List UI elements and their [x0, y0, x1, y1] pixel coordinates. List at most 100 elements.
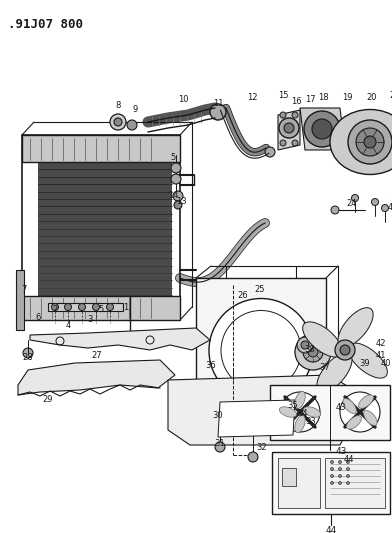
Circle shape: [114, 118, 122, 126]
Text: 30: 30: [213, 410, 223, 419]
Text: 8: 8: [115, 101, 121, 110]
Text: 25: 25: [255, 286, 265, 295]
Circle shape: [331, 206, 339, 214]
Text: 41: 41: [376, 351, 386, 359]
Ellipse shape: [347, 416, 361, 429]
Text: 17: 17: [305, 94, 315, 103]
Bar: [325, 458, 385, 508]
Text: 43: 43: [336, 403, 346, 413]
Circle shape: [330, 461, 334, 464]
Text: 11: 11: [213, 99, 223, 108]
Text: 44: 44: [325, 526, 337, 533]
Ellipse shape: [279, 407, 297, 417]
Text: 28: 28: [23, 353, 33, 362]
Circle shape: [173, 191, 183, 201]
Text: 26: 26: [238, 290, 248, 300]
Circle shape: [304, 111, 340, 147]
Bar: [48, 303, 123, 311]
Text: 33: 33: [306, 417, 316, 426]
Ellipse shape: [359, 395, 374, 408]
Ellipse shape: [343, 399, 356, 414]
Text: 2: 2: [53, 305, 58, 314]
Text: 12: 12: [247, 93, 257, 102]
Text: 14: 14: [168, 191, 178, 200]
Text: .91J07 800: .91J07 800: [8, 18, 83, 31]
Text: 29: 29: [43, 395, 53, 405]
Text: 4: 4: [65, 320, 71, 329]
Text: 15: 15: [278, 92, 288, 101]
Circle shape: [330, 474, 334, 478]
Circle shape: [339, 461, 341, 464]
Text: 34: 34: [298, 408, 309, 417]
Text: 16: 16: [291, 98, 301, 107]
Circle shape: [339, 481, 341, 484]
Bar: [196, 278, 326, 423]
Circle shape: [292, 112, 298, 118]
Bar: [22, 135, 180, 162]
Ellipse shape: [364, 410, 377, 425]
Text: 37: 37: [319, 364, 330, 373]
Polygon shape: [218, 400, 295, 437]
Circle shape: [330, 481, 334, 484]
Text: 4: 4: [387, 204, 392, 213]
Circle shape: [284, 123, 294, 133]
Text: 5: 5: [171, 152, 176, 161]
Text: 42: 42: [376, 340, 386, 349]
Circle shape: [301, 341, 309, 349]
Bar: [282, 468, 296, 486]
Circle shape: [78, 303, 85, 311]
Circle shape: [280, 112, 286, 118]
Text: 3: 3: [87, 316, 93, 325]
Ellipse shape: [348, 343, 387, 378]
Ellipse shape: [338, 308, 373, 347]
Bar: [22, 135, 180, 320]
Circle shape: [23, 348, 33, 358]
Polygon shape: [278, 110, 300, 150]
Circle shape: [309, 394, 316, 401]
Circle shape: [347, 481, 350, 484]
Bar: [270, 385, 390, 440]
Circle shape: [372, 198, 379, 206]
Text: 5: 5: [98, 305, 103, 314]
Circle shape: [347, 474, 350, 478]
Circle shape: [171, 163, 181, 173]
Text: 38: 38: [305, 345, 316, 354]
Circle shape: [93, 303, 100, 311]
Circle shape: [381, 205, 388, 212]
Text: 17: 17: [390, 198, 392, 206]
Bar: [38, 162, 172, 310]
Ellipse shape: [303, 407, 321, 417]
Text: 31: 31: [215, 439, 225, 448]
Circle shape: [210, 104, 226, 120]
Ellipse shape: [303, 322, 342, 357]
Polygon shape: [30, 328, 210, 350]
Circle shape: [174, 201, 182, 209]
Circle shape: [65, 303, 71, 311]
Circle shape: [347, 467, 350, 471]
Circle shape: [171, 174, 181, 184]
Circle shape: [335, 340, 355, 360]
Ellipse shape: [295, 415, 305, 433]
Circle shape: [339, 474, 341, 478]
Circle shape: [279, 118, 299, 138]
Circle shape: [209, 298, 313, 402]
Text: 18: 18: [318, 93, 328, 101]
Text: 21: 21: [390, 92, 392, 101]
Circle shape: [356, 128, 384, 156]
Circle shape: [215, 442, 225, 452]
Ellipse shape: [317, 353, 352, 392]
Circle shape: [280, 392, 320, 432]
Circle shape: [340, 392, 380, 432]
Polygon shape: [300, 108, 345, 150]
Text: 40: 40: [381, 359, 391, 367]
Bar: [272, 452, 390, 514]
Circle shape: [308, 347, 318, 357]
Polygon shape: [18, 360, 175, 395]
Circle shape: [364, 136, 376, 148]
Circle shape: [339, 467, 341, 471]
Text: 10: 10: [178, 95, 188, 104]
Text: 9: 9: [132, 104, 138, 114]
Circle shape: [127, 120, 137, 130]
Text: 36: 36: [206, 360, 216, 369]
Circle shape: [265, 147, 275, 157]
